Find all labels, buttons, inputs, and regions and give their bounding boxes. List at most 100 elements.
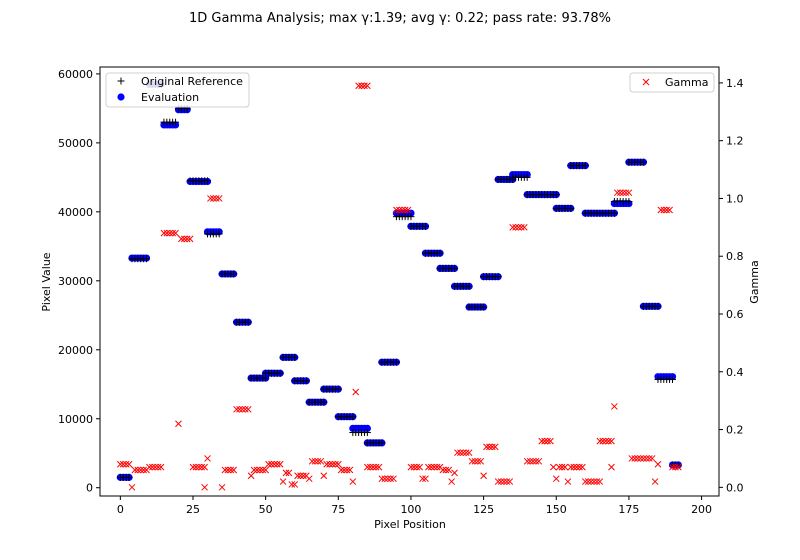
legend-marker-gamma [642,78,650,86]
data-point [486,443,493,451]
data-point [311,457,319,465]
data-point [480,303,488,311]
data-point [608,463,615,471]
data-point [416,463,424,471]
data-point [613,189,621,197]
data-point [166,229,174,237]
data-point [215,195,223,202]
data-point [552,475,560,483]
data-point [198,463,206,471]
data-point [378,475,386,483]
data-point [294,472,301,480]
data-point [625,197,633,205]
data-point [407,213,415,221]
data-point [300,472,307,480]
data-point [204,177,212,185]
data-point [320,398,328,406]
data-point [163,229,171,237]
data-point [148,463,156,471]
data-point [227,466,235,474]
data-point [125,473,133,481]
data-point [253,466,261,474]
data-point [506,478,514,485]
data-point [587,478,595,485]
legend-marker-evaluation [117,93,125,101]
data-point [186,235,194,243]
data-point [494,273,502,281]
data-point [579,463,586,471]
data-point [364,463,371,471]
data-point [212,195,220,202]
data-point [622,189,630,197]
y-left-tick-label: 50000 [58,137,93,150]
data-point [119,460,127,468]
data-point [279,478,287,485]
x-tick-label: 100 [400,503,421,516]
data-point [491,443,499,451]
legend-left: Original Reference Evaluation [105,72,250,108]
data-point [555,463,563,471]
legend-plus-marker [117,77,125,85]
data-point [430,463,438,471]
y-left-tick-label: 60000 [58,68,93,81]
data-point [154,463,162,471]
x-tick-label: 125 [473,503,494,516]
data-point [590,478,598,485]
data-point [137,466,145,474]
data-point [302,377,310,385]
data-point [451,469,458,477]
data-point [334,385,342,393]
y-right-tick-label: 1.4 [726,77,744,90]
data-point [639,158,647,166]
data-point [529,457,537,465]
data-point [201,483,208,491]
data-point [320,472,328,480]
data-point [407,463,415,471]
data-point [195,463,203,471]
data-point [265,460,272,468]
data-point [581,478,589,485]
data-point [474,457,482,465]
data-point [247,472,255,480]
x-tick-label: 150 [546,503,567,516]
data-point [305,475,313,483]
data-point [593,478,601,485]
data-point [230,466,238,474]
data-point [151,463,159,471]
data-point [224,466,232,474]
data-point [375,463,383,471]
data-point [503,478,511,485]
data-point [250,466,258,474]
data-point [645,455,653,462]
data-point [532,457,540,465]
data-point [657,206,665,214]
data-point [116,460,124,468]
data-point [436,249,444,257]
data-point [610,209,618,217]
data-point [451,264,459,272]
data-point [285,469,293,477]
data-point [660,206,668,214]
data-point [567,204,575,212]
data-point [549,463,557,471]
data-point [465,449,473,457]
x-tick-label: 75 [331,503,345,516]
data-point [332,460,339,468]
legend-left-box [105,72,250,108]
data-point [134,466,142,474]
data-point [392,358,400,366]
data-point [651,478,659,485]
data-point [172,118,180,126]
data-point [480,472,487,480]
data-point [363,429,371,437]
y-axis-right: 0.0 0.2 0.4 0.6 0.8 1.0 1.2 1.4 [719,77,744,494]
data-point [340,466,348,474]
data-point [561,463,569,471]
data-point [183,235,191,243]
data-point [442,466,450,474]
data-point [358,82,365,90]
data-point [172,229,179,237]
data-point [349,478,357,485]
data-point [384,475,392,483]
data-point [323,460,331,468]
